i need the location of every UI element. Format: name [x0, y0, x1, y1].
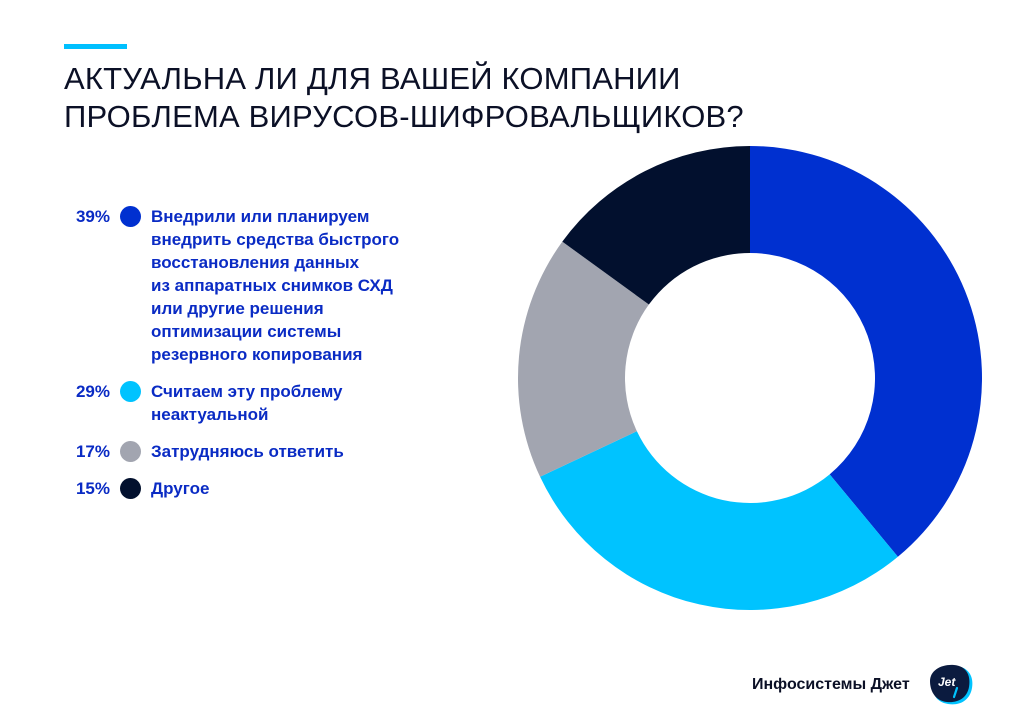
legend-percent: 29%	[75, 382, 110, 401]
legend-label-line: оптимизации системы	[151, 322, 342, 341]
legend-percent: 15%	[75, 479, 110, 498]
legend-percent: 17%	[75, 442, 110, 461]
legend-label-line: Внедрили или планируем	[151, 207, 370, 226]
donut-segment	[562, 146, 750, 305]
donut-segment	[750, 146, 982, 557]
brand-footer: Инфосистемы Джет Jet	[752, 662, 976, 708]
donut-segment	[518, 241, 649, 477]
donut-segment	[540, 431, 898, 610]
legend-dot-icon	[120, 441, 141, 462]
legend-label: Затрудняюсь ответить	[151, 440, 344, 463]
legend-label: Считаем эту проблему неактуальной	[151, 380, 343, 426]
legend-label-line: резервного копирования	[151, 345, 363, 364]
title-accent-bar	[64, 44, 127, 49]
legend-item-unsure: 17% Затрудняюсь ответить	[60, 440, 480, 463]
legend-label-line: неактуальной	[151, 405, 269, 424]
title-line-1: АКТУАЛЬНА ЛИ ДЛЯ ВАШЕЙ КОМПАНИИ	[64, 61, 681, 96]
legend-label-line: или другие решения	[151, 299, 324, 318]
legend-label-line: Другое	[151, 479, 210, 498]
title-line-2: ПРОБЛЕМА ВИРУСОВ-ШИФРОВАЛЬЩИКОВ?	[64, 99, 744, 134]
jet-logo-icon: Jet	[929, 664, 973, 705]
legend-percent: 39%	[75, 207, 110, 226]
legend-label-line: Затрудняюсь ответить	[151, 442, 344, 461]
legend-label: Другое	[151, 477, 209, 500]
donut-chart	[518, 146, 982, 610]
legend-item-implemented: 39% Внедрили или планируем внедрить сред…	[60, 205, 480, 366]
legend-dot-icon	[120, 206, 141, 227]
legend-label: Внедрили или планируем внедрить средства…	[151, 205, 399, 366]
legend-label-line: Считаем эту проблему	[151, 382, 343, 401]
legend-label-line: из аппаратных снимков СХД	[151, 276, 393, 295]
brand-name: Инфосистемы Джет	[752, 676, 910, 693]
legend-item-not-relevant: 29% Считаем эту проблему неактуальной	[60, 380, 480, 426]
legend-label-line: внедрить средства быстрого	[151, 230, 400, 249]
legend-label-line: восстановления данных	[151, 253, 360, 272]
svg-text:Jet: Jet	[938, 675, 956, 689]
legend-dot-icon	[120, 478, 141, 499]
chart-legend: 39% Внедрили или планируем внедрить сред…	[60, 205, 480, 514]
chart-title: АКТУАЛЬНА ЛИ ДЛЯ ВАШЕЙ КОМПАНИИ ПРОБЛЕМА…	[64, 60, 744, 136]
legend-dot-icon	[120, 381, 141, 402]
legend-item-other: 15% Другое	[60, 477, 480, 500]
